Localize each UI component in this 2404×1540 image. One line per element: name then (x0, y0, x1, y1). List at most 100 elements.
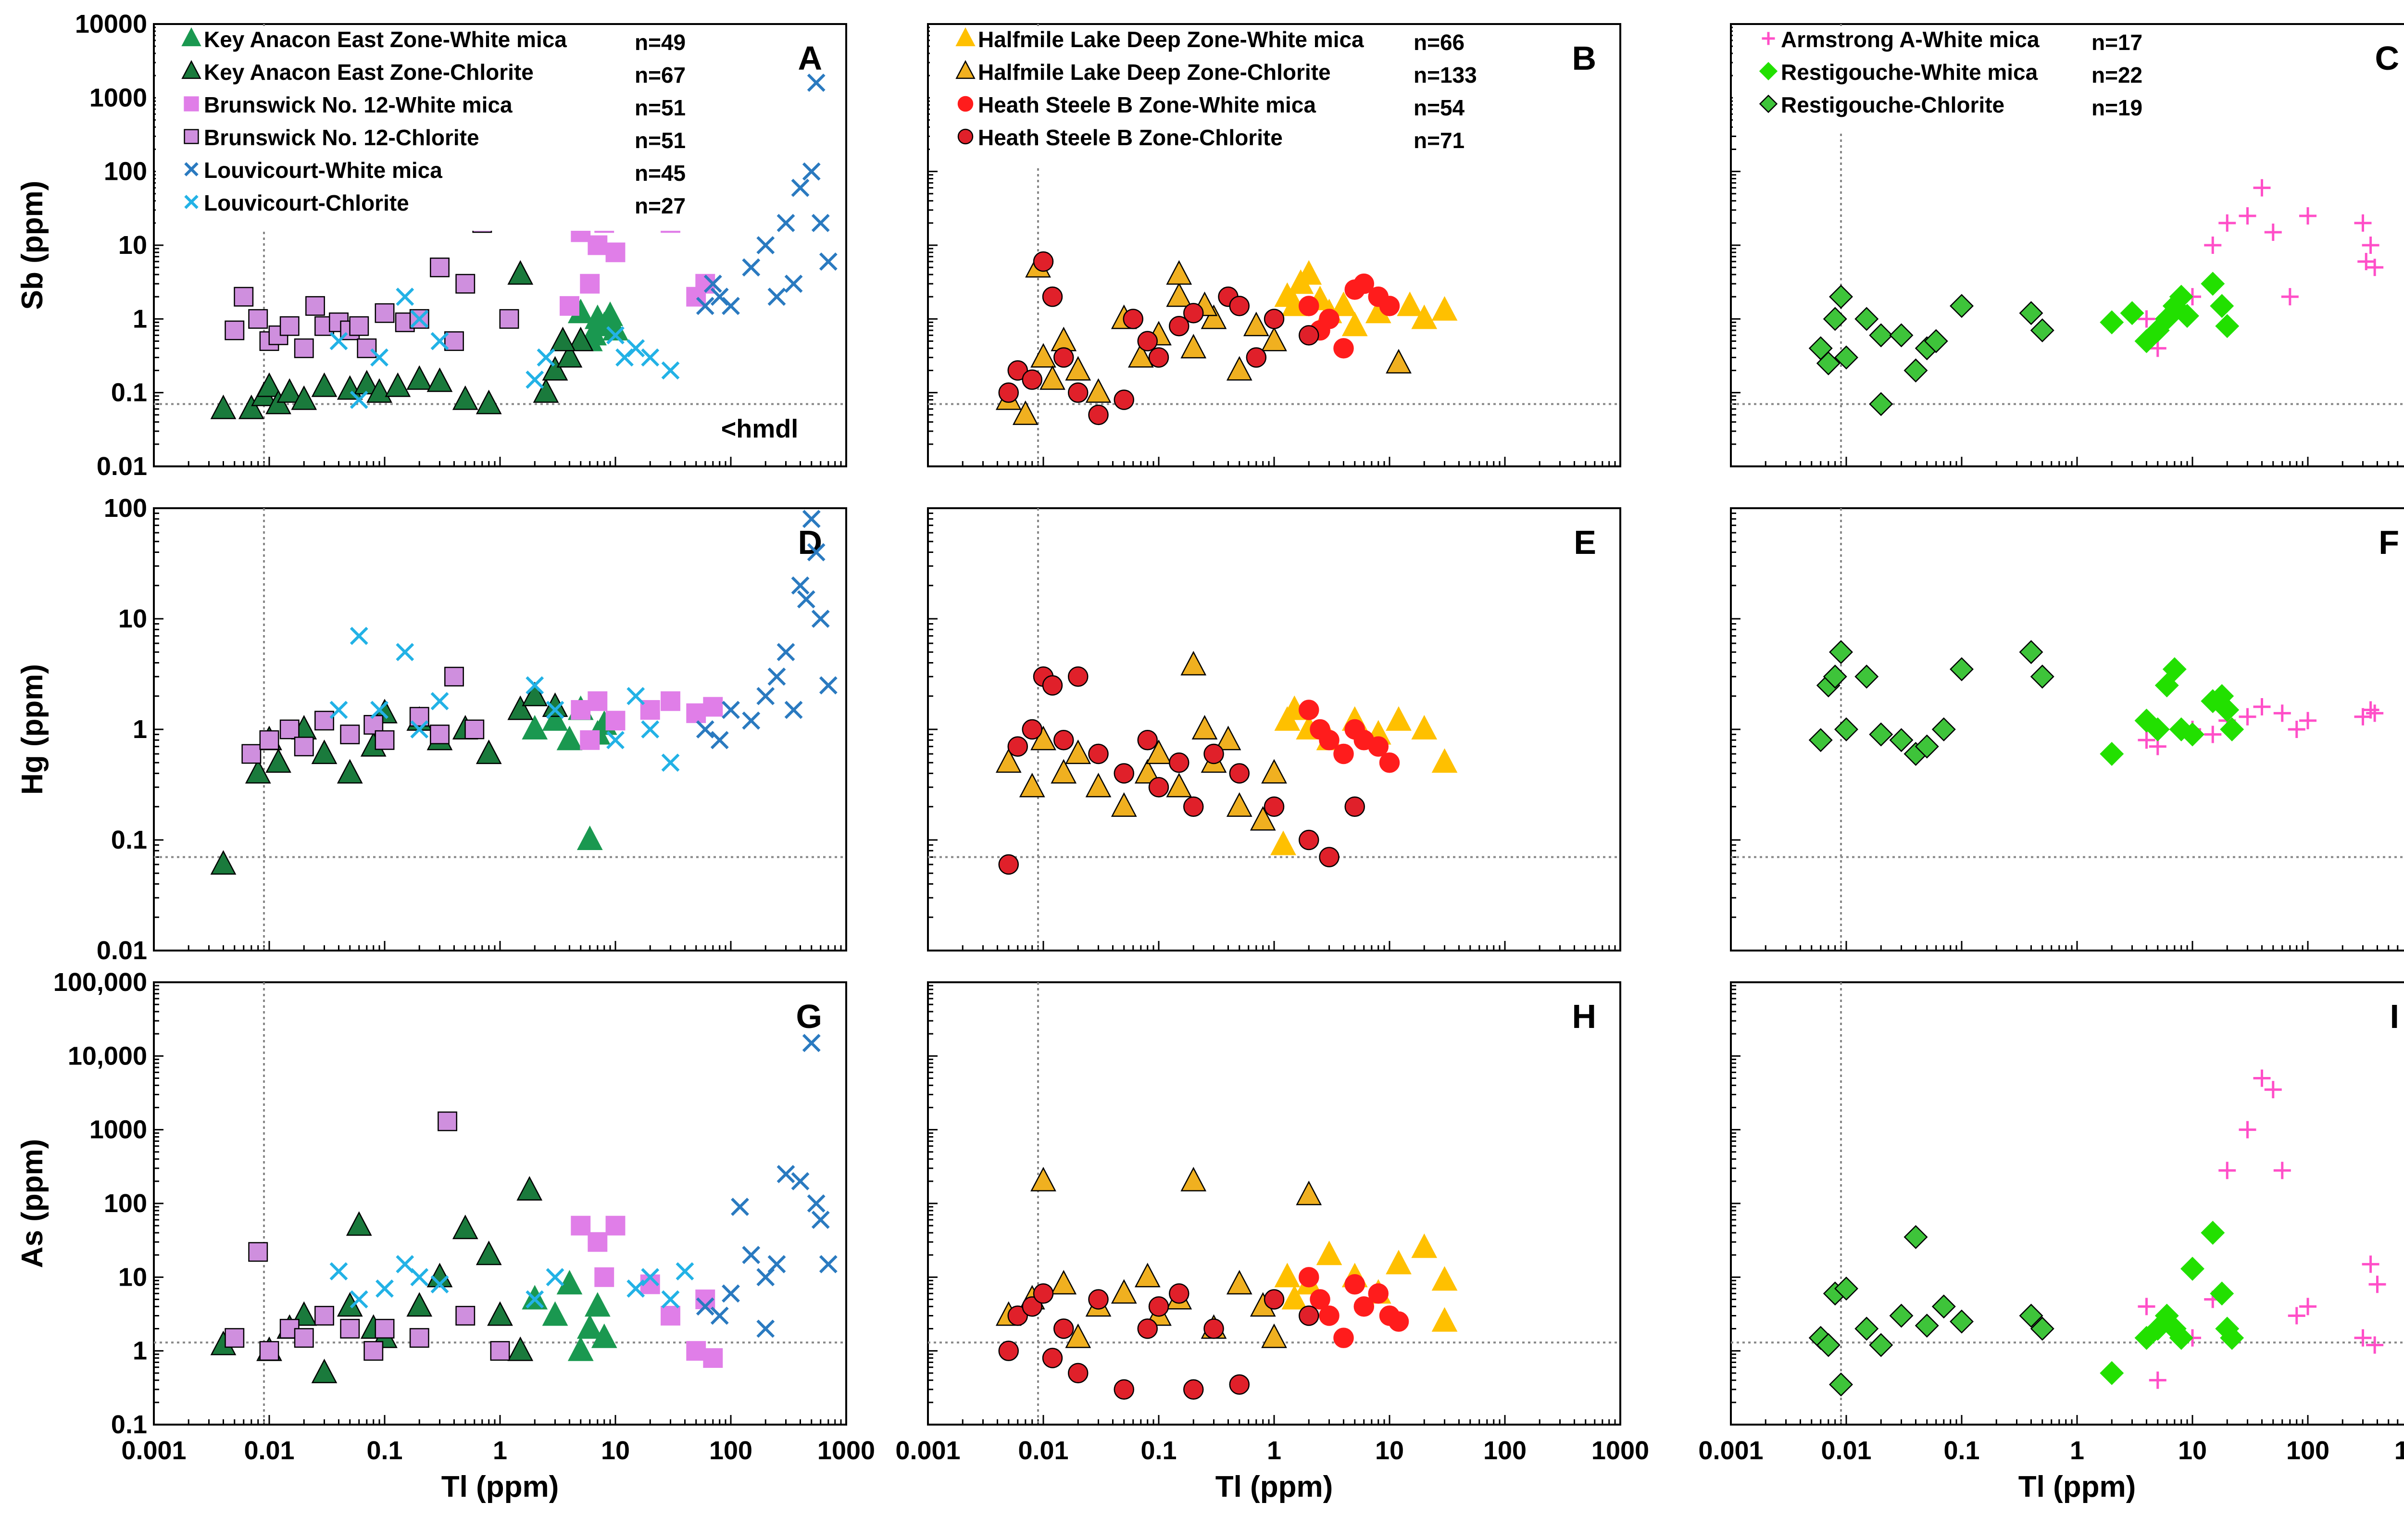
data-point-key_chl (210, 394, 237, 419)
y-tick-label: 100,000 (53, 968, 147, 997)
data-points (210, 74, 838, 419)
data-point-half_chl (1111, 1279, 1137, 1304)
legend-label: Louvicourt-White mica (204, 158, 442, 183)
data-point-brun_wm (588, 1232, 608, 1252)
data-point-brun_chl (349, 316, 369, 336)
data-point-brun_wm (594, 1267, 614, 1287)
data-point-louv_wm (819, 676, 838, 695)
data-point-key_chl (487, 1301, 513, 1326)
data-point-brun_chl (363, 1341, 384, 1361)
data-point-heath_chl (1137, 331, 1158, 351)
data-point-key_chl (516, 1176, 543, 1201)
data-points (995, 651, 1458, 875)
data-point-louv_chl (676, 1262, 694, 1281)
data-point-rest_chl (1915, 1314, 1939, 1338)
data-point-half_chl (1030, 726, 1056, 751)
data-point-heath_chl (1183, 302, 1204, 324)
data-point-brun_chl (314, 711, 334, 731)
data-point-key_chl (507, 260, 534, 285)
y-axis-label: As (ppm) (16, 1139, 49, 1268)
data-points (1808, 179, 2384, 416)
data-point-key_wm (584, 1292, 611, 1317)
data-point-louv_wm (791, 1172, 810, 1190)
data-point-heath_wm (1344, 1274, 1365, 1295)
data-point-arm_wm (2362, 237, 2379, 254)
data-point-brun_wm (605, 242, 626, 263)
x-tick-label: 1000 (1591, 1436, 1649, 1465)
legend-count: n=22 (2091, 63, 2142, 88)
data-point-louv_wm (784, 275, 803, 293)
data-point-key_chl (311, 372, 338, 397)
data-point-louv_wm (722, 1284, 740, 1303)
data-point-arm_wm (2149, 1371, 2166, 1389)
data-point-arm_wm (2218, 214, 2236, 232)
data-point-brun_chl (499, 309, 519, 329)
data-point-heath_chl (1229, 296, 1250, 316)
data-point-brun_wm (703, 1348, 723, 1368)
data-point-rest_chl (1823, 307, 1847, 331)
data-point-half_chl (1386, 349, 1412, 374)
x-tick-label: 0.001 (121, 1436, 186, 1465)
data-point-rest_wm (2120, 301, 2144, 326)
legend-count: n=133 (1414, 63, 1477, 88)
data-point-brun_chl (490, 1341, 510, 1361)
data-point-heath_chl (1183, 1379, 1204, 1400)
data-point-arm_wm (2273, 704, 2291, 722)
data-point-half_chl (1012, 400, 1039, 425)
data-point-key_chl (556, 343, 583, 368)
data-point-brun_wm (640, 700, 660, 720)
legend-background (1733, 26, 2166, 133)
data-point-half_wm (1431, 1266, 1458, 1291)
data-point-rest_chl (1931, 717, 1956, 741)
data-point-half_wm (1431, 1307, 1458, 1332)
data-point-half_chl (1180, 334, 1207, 359)
data-point-half_chl (1166, 773, 1192, 798)
data-point-rest_wm (2154, 673, 2179, 698)
data-point-brun_wm (560, 296, 579, 316)
y-tick-label: 0.1 (111, 1410, 147, 1439)
data-point-key_chl (426, 1263, 453, 1288)
data-point-brun_wm (580, 730, 600, 750)
data-point-brun_chl (375, 303, 395, 323)
data-points (995, 251, 1458, 426)
data-point-key_wm (556, 1270, 583, 1295)
data-point-rest_chl (2030, 664, 2054, 689)
x-axis-label: Tl (ppm) (1215, 1470, 1333, 1503)
data-point-half_chl (1065, 739, 1091, 764)
data-point-louv_chl (641, 348, 660, 367)
legend-marker-key_wm (181, 27, 201, 47)
data-point-heath_chl (1298, 829, 1319, 851)
data-point-louv_chl (626, 687, 645, 705)
data-point-arm_wm (2273, 1162, 2291, 1179)
legend-2: Halfmile Lake Deep Zone-White mica n=66 Ha… (930, 26, 1507, 165)
data-point-half_chl (1261, 759, 1287, 784)
data-point-brun_chl (234, 287, 254, 307)
data-point-rest_chl (1854, 307, 1879, 331)
data-point-half_chl (1127, 343, 1154, 368)
data-point-key_chl (406, 365, 433, 390)
data-point-louv_wm (797, 590, 815, 609)
data-point-arm_wm (2288, 721, 2305, 738)
data-point-heath_chl (1114, 763, 1135, 784)
data-point-louv_wm (819, 1255, 838, 1274)
data-point-rest_wm (2100, 742, 2124, 766)
data-point-rest_chl (1889, 323, 1914, 348)
data-point-key_chl (311, 739, 338, 764)
axis-ticks (927, 985, 1616, 1426)
data-point-half_wm (1316, 1240, 1342, 1265)
legend-marker-half_wm (955, 27, 976, 47)
data-point-heath_chl (1229, 1374, 1250, 1395)
data-point-heath_chl (998, 854, 1019, 875)
data-point-brun_chl (225, 320, 245, 340)
data-point-heath_chl (1298, 325, 1319, 346)
data-point-rest_chl (1854, 1316, 1879, 1341)
data-point-arm_wm (2204, 237, 2222, 254)
data-point-heath_chl (998, 382, 1019, 403)
data-point-half_chl (1226, 792, 1252, 817)
data-point-arm_wm (2362, 701, 2379, 719)
data-point-rest_chl (1834, 1277, 1858, 1301)
data-point-rest_chl (1950, 294, 1974, 318)
data-point-louv_wm (742, 1246, 761, 1265)
data-point-louv_wm (776, 1165, 795, 1183)
data-point-louv_wm (731, 1198, 749, 1216)
